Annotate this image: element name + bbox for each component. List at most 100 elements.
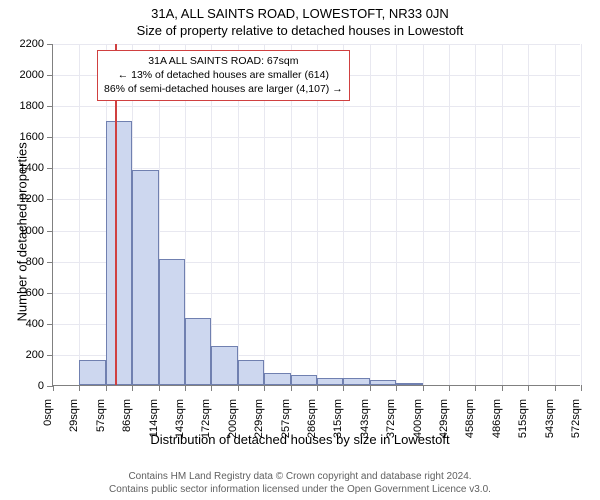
grid-line-vertical [475, 44, 476, 385]
histogram-bar [79, 360, 105, 385]
page-title: 31A, ALL SAINTS ROAD, LOWESTOFT, NR33 0J… [0, 0, 600, 21]
y-axis-label: 600 [26, 287, 44, 299]
y-tick [47, 231, 53, 232]
x-axis-label: 257sqm [280, 399, 292, 443]
x-tick [53, 385, 54, 391]
grid-line-vertical [396, 44, 397, 385]
attribution-line1: Contains HM Land Registry data © Crown c… [0, 470, 600, 483]
histogram-bar [132, 170, 158, 385]
x-tick [211, 385, 212, 391]
x-axis-label: 200sqm [227, 399, 239, 443]
y-axis-label: 0 [38, 380, 44, 392]
histogram-bar [159, 259, 185, 385]
info-box-line2: ← 13% of detached houses are smaller (61… [104, 68, 343, 82]
x-tick [475, 385, 476, 391]
x-axis-label: 29sqm [68, 399, 80, 443]
y-axis-label: 1600 [20, 131, 44, 143]
histogram-bar [185, 318, 211, 385]
y-axis-label: 200 [26, 349, 44, 361]
x-tick [370, 385, 371, 391]
attribution-line2: Contains public sector information licen… [0, 483, 600, 496]
info-box-line3: 86% of semi-detached houses are larger (… [104, 82, 343, 96]
x-axis-label: 286sqm [306, 399, 318, 443]
histogram-bar [238, 360, 264, 385]
histogram-bar [370, 380, 396, 385]
x-axis-label: 572sqm [570, 399, 582, 443]
page-subtitle: Size of property relative to detached ho… [0, 21, 600, 44]
x-tick [449, 385, 450, 391]
x-tick [423, 385, 424, 391]
x-tick [132, 385, 133, 391]
x-axis-label: 229sqm [253, 399, 265, 443]
histogram-bar [317, 378, 343, 385]
histogram-bar [343, 378, 369, 385]
x-tick [555, 385, 556, 391]
x-tick [238, 385, 239, 391]
y-tick [47, 324, 53, 325]
grid-line-vertical [449, 44, 450, 385]
attribution: Contains HM Land Registry data © Crown c… [0, 470, 600, 496]
y-axis-label: 1400 [20, 162, 44, 174]
y-axis-label: 1200 [20, 193, 44, 205]
grid-line-vertical [555, 44, 556, 385]
x-tick [502, 385, 503, 391]
histogram-bar [396, 383, 422, 385]
chart-info-box: 31A ALL SAINTS ROAD: 67sqm ← 13% of deta… [97, 50, 350, 101]
x-tick [396, 385, 397, 391]
x-axis-label: 543sqm [544, 399, 556, 443]
histogram-bar [264, 373, 290, 385]
x-axis-label: 429sqm [438, 399, 450, 443]
y-tick [47, 199, 53, 200]
x-tick [317, 385, 318, 391]
x-axis-label: 343sqm [359, 399, 371, 443]
grid-line-vertical [423, 44, 424, 385]
y-axis-label: 800 [26, 256, 44, 268]
x-tick [343, 385, 344, 391]
y-tick [47, 293, 53, 294]
y-axis-label: 1800 [20, 100, 44, 112]
x-axis-label: 486sqm [491, 399, 503, 443]
x-axis-label: 57sqm [95, 399, 107, 443]
y-tick [47, 106, 53, 107]
x-axis-label: 86sqm [121, 399, 133, 443]
y-axis-label: 400 [26, 318, 44, 330]
x-axis-label: 172sqm [200, 399, 212, 443]
y-tick [47, 137, 53, 138]
y-tick [47, 355, 53, 356]
grid-line-vertical [581, 44, 582, 385]
x-tick [264, 385, 265, 391]
y-axis-label: 1000 [20, 225, 44, 237]
x-axis-label: 458sqm [464, 399, 476, 443]
x-tick [185, 385, 186, 391]
grid-line-vertical [370, 44, 371, 385]
y-axis-label: 2200 [20, 38, 44, 50]
histogram-bar [211, 346, 237, 385]
x-tick [581, 385, 582, 391]
plot-area: 31A ALL SAINTS ROAD: 67sqm ← 13% of deta… [52, 44, 580, 386]
y-tick [47, 75, 53, 76]
x-tick [106, 385, 107, 391]
x-tick [528, 385, 529, 391]
histogram-bar [106, 121, 132, 385]
x-axis-label: 114sqm [148, 399, 160, 443]
grid-line-vertical [502, 44, 503, 385]
x-tick [291, 385, 292, 391]
histogram-bar [291, 375, 317, 385]
x-tick [79, 385, 80, 391]
x-axis-label: 0sqm [42, 399, 54, 443]
histogram-chart: Number of detached properties 31A ALL SA… [0, 44, 600, 434]
grid-line-vertical [79, 44, 80, 385]
y-tick [47, 44, 53, 45]
x-axis-label: 143sqm [174, 399, 186, 443]
x-axis-label: 400sqm [412, 399, 424, 443]
x-tick [159, 385, 160, 391]
info-box-line1: 31A ALL SAINTS ROAD: 67sqm [104, 54, 343, 68]
x-axis-label: 515sqm [517, 399, 529, 443]
x-axis-title: Distribution of detached houses by size … [0, 432, 600, 447]
y-tick [47, 168, 53, 169]
x-axis-label: 315sqm [332, 399, 344, 443]
x-axis-label: 372sqm [385, 399, 397, 443]
y-tick [47, 262, 53, 263]
y-axis-label: 2000 [20, 69, 44, 81]
grid-line-vertical [528, 44, 529, 385]
